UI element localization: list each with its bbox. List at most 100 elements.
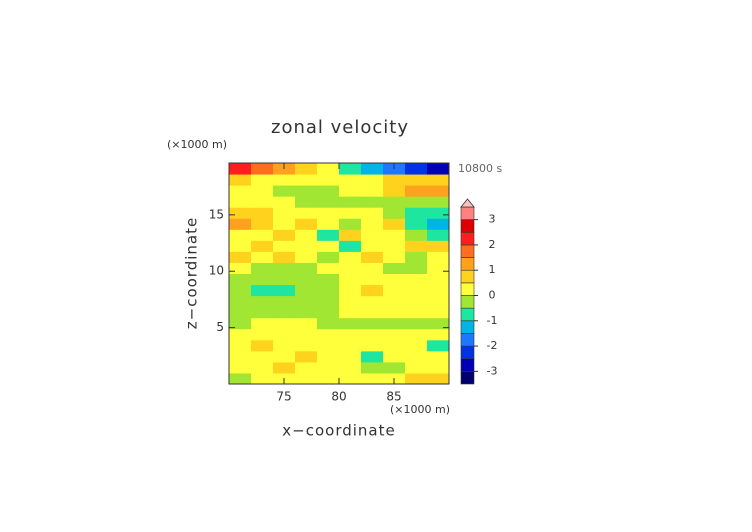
field-cell [427, 273, 450, 286]
field-cell [361, 218, 384, 230]
field-cell [273, 196, 296, 208]
field-cell [405, 163, 428, 175]
field-cell [229, 328, 252, 341]
field [229, 163, 450, 385]
field-cell [339, 207, 362, 219]
field-cell [273, 328, 296, 341]
field-cell [229, 251, 252, 263]
field-cell [405, 328, 428, 341]
field-cell [339, 328, 362, 341]
field-cell [361, 240, 384, 252]
colorbar-segment [460, 231, 475, 246]
colorbar-segment [460, 219, 475, 233]
field-cell [427, 339, 450, 352]
field-cell [361, 284, 384, 297]
field-cell [361, 328, 384, 341]
colorbar-tick-label: 3 [489, 213, 496, 226]
field-cell [383, 196, 406, 208]
field-cell [383, 207, 406, 219]
field-cell [405, 207, 428, 219]
field-cell [251, 295, 274, 308]
field-cell [251, 372, 274, 385]
field-cell [405, 273, 428, 286]
field-cell [317, 185, 340, 197]
field-cell [295, 273, 318, 286]
y-tick-label: 10 [209, 264, 224, 278]
field-cell [405, 350, 428, 363]
colorbar-tick-label: 2 [489, 238, 496, 251]
field-cell [405, 218, 428, 230]
field-cell [229, 196, 252, 208]
colorbar-segment [460, 269, 475, 284]
field-cell [251, 284, 274, 297]
field-cell [405, 284, 428, 297]
field-cell [339, 218, 362, 230]
field-cell [295, 284, 318, 297]
field-cell [427, 229, 450, 241]
field-cell [251, 240, 274, 252]
field-cell [339, 196, 362, 208]
field-cell [295, 229, 318, 241]
field-cell [317, 174, 340, 186]
field-cell [295, 185, 318, 197]
field-cell [361, 350, 384, 363]
field-cell [383, 361, 406, 374]
field-cell [273, 251, 296, 263]
field-cell [273, 240, 296, 252]
field-cell [339, 306, 362, 319]
field-cell [383, 174, 406, 186]
field-cell [317, 273, 340, 286]
y-tick-label: 15 [209, 207, 224, 221]
field-cell [229, 306, 252, 319]
field-cell [383, 262, 406, 274]
field-cell [251, 229, 274, 241]
y-tick-label: 5 [216, 320, 224, 334]
field-cell [383, 251, 406, 263]
field-cell [229, 295, 252, 308]
field-cell [339, 262, 362, 274]
field-cell [295, 361, 318, 374]
field-cell [317, 306, 340, 319]
field-cell [317, 361, 340, 374]
field-cell [273, 339, 296, 352]
field-cell [273, 262, 296, 274]
field-cell [295, 295, 318, 308]
field-cell [317, 328, 340, 341]
field-cell [317, 240, 340, 252]
field-cell [405, 240, 428, 252]
field-cell [317, 350, 340, 363]
field-cell [273, 306, 296, 319]
colorbar-segment [460, 244, 475, 258]
field-cell [383, 317, 406, 330]
field-cell [273, 218, 296, 230]
field-cell [251, 185, 274, 197]
x-unit: (×1000 m) [390, 403, 450, 416]
field-cell [405, 185, 428, 197]
field-cell [273, 284, 296, 297]
field-cell [317, 284, 340, 297]
field-cell [339, 229, 362, 241]
colorbar-segment [460, 257, 475, 271]
field-cell [361, 306, 384, 319]
field-cell [273, 174, 296, 186]
field-cell [405, 174, 428, 186]
chart-title: zonal velocity [271, 117, 409, 138]
field-cell [251, 328, 274, 341]
field-cell [405, 306, 428, 319]
field-cell [383, 306, 406, 319]
field-cell [317, 196, 340, 208]
field-cell [361, 339, 384, 352]
field-cell [427, 185, 450, 197]
field-cell [427, 251, 450, 263]
colorbar-segment [460, 206, 475, 220]
field-cell [339, 339, 362, 352]
field-cell [339, 240, 362, 252]
field-cell [251, 306, 274, 319]
field-cell [361, 361, 384, 374]
field-cell [405, 361, 428, 374]
field-cell [251, 163, 274, 175]
field-cell [251, 251, 274, 263]
x-tick-label: 80 [331, 390, 346, 404]
field-cell [295, 174, 318, 186]
field-cell [295, 328, 318, 341]
